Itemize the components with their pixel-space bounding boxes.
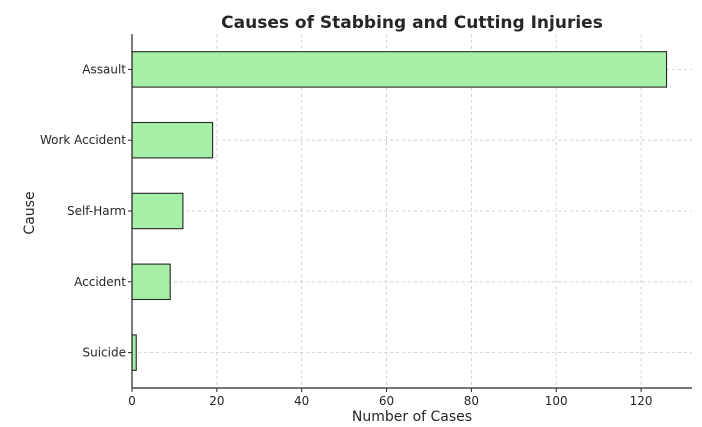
bar-suicide xyxy=(131,334,137,371)
y-tick-label: Assault xyxy=(82,62,126,76)
x-tick-label: 40 xyxy=(294,394,309,408)
bars xyxy=(131,51,668,371)
y-tick-label: Work Accident xyxy=(40,133,126,147)
bar-assault xyxy=(131,51,668,88)
chart-title: Causes of Stabbing and Cutting Injuries xyxy=(221,13,603,33)
x-tick-label: 100 xyxy=(545,394,568,408)
x-tick-label: 80 xyxy=(464,394,479,408)
y-axis-label: Cause xyxy=(22,191,38,234)
x-tick-label: 0 xyxy=(128,394,136,408)
y-tick-label: Self-Harm xyxy=(67,204,126,218)
bar-work-accident xyxy=(131,121,214,159)
x-ticks: 0 20 40 60 80 100 120 xyxy=(128,388,653,408)
y-tick-label: Accident xyxy=(74,275,126,289)
bar-accident xyxy=(131,263,171,301)
x-tick-label: 20 xyxy=(209,394,224,408)
bar-self-harm xyxy=(131,192,184,230)
y-ticks: Assault Work Accident Self-Harm Accident Sui… xyxy=(40,62,132,360)
x-tick-label: 60 xyxy=(379,394,394,408)
grid xyxy=(131,34,692,388)
x-axis-label: Number of Cases xyxy=(352,409,472,423)
x-tick-label: 120 xyxy=(630,394,653,408)
y-tick-label: Suicide xyxy=(83,346,127,360)
